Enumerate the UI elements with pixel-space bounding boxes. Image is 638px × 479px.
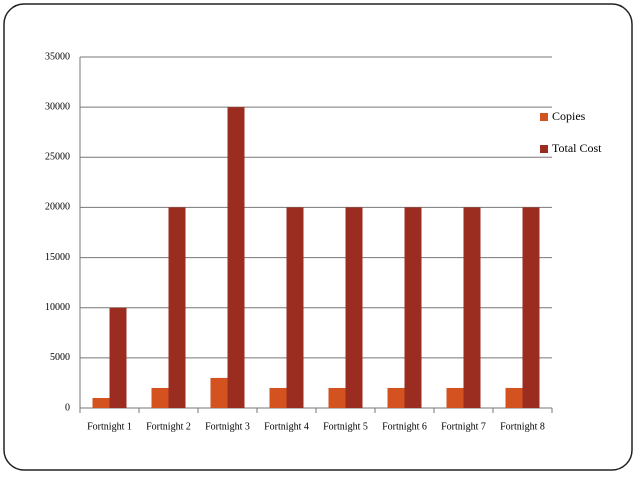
y-tick-label: 5000	[50, 352, 70, 363]
frame	[3, 3, 633, 471]
x-tick-label: Fortnight 2	[146, 421, 191, 432]
x-tick-label: Fortnight 6	[382, 421, 427, 432]
bar	[151, 387, 169, 408]
bar	[210, 377, 228, 408]
bar	[404, 207, 422, 408]
y-tick-label: 35000	[45, 51, 70, 62]
y-tick-label: 15000	[45, 252, 70, 263]
bar	[286, 207, 304, 408]
bar	[345, 207, 363, 408]
x-tick-label: Fortnight 4	[264, 421, 309, 432]
legend-label: Total Cost	[552, 141, 602, 155]
bar	[269, 387, 287, 408]
bar	[505, 387, 523, 408]
y-tick-label: 25000	[45, 152, 70, 163]
x-tick-label: Fortnight 8	[500, 421, 545, 432]
bar	[446, 387, 464, 408]
bar	[227, 107, 245, 409]
y-tick-label: 0	[65, 402, 70, 413]
x-tick-label: Fortnight 5	[323, 421, 368, 432]
x-tick-label: Fortnight 7	[441, 421, 486, 432]
bar	[168, 207, 186, 408]
y-tick-label: 30000	[45, 101, 70, 112]
bar	[92, 397, 110, 408]
bar	[522, 207, 540, 408]
y-tick-label: 20000	[45, 202, 70, 213]
legend-swatch	[540, 113, 548, 121]
bar	[109, 307, 127, 408]
bar	[463, 207, 481, 408]
bar	[328, 387, 346, 408]
y-tick-label: 10000	[45, 302, 70, 313]
bar	[387, 387, 405, 408]
legend-label: Copies	[552, 109, 586, 123]
legend-swatch	[540, 145, 548, 153]
x-tick-label: Fortnight 3	[205, 421, 250, 432]
x-tick-label: Fortnight 1	[87, 421, 132, 432]
